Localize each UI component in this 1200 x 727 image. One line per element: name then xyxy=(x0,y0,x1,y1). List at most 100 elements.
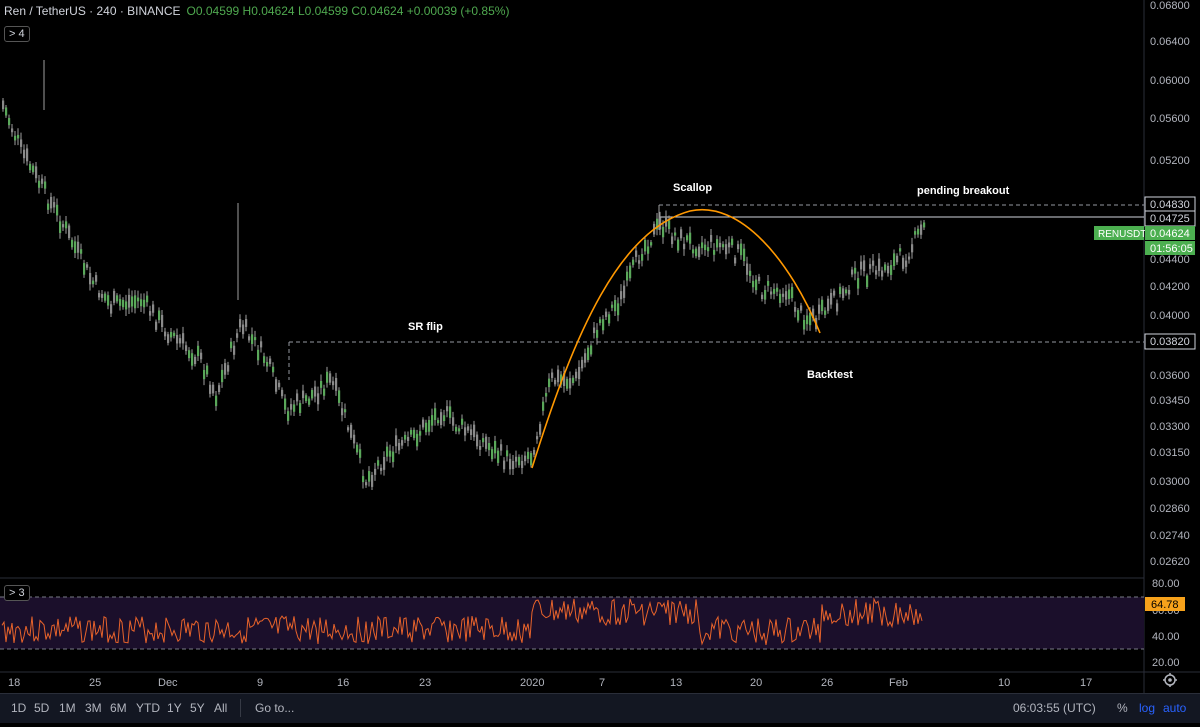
timeframe-5y-button[interactable]: 5Y xyxy=(190,701,205,715)
candle-body xyxy=(101,294,104,298)
candle-body xyxy=(671,236,674,245)
candle-body xyxy=(47,203,50,210)
scallop-arc[interactable] xyxy=(531,208,821,469)
candle-body xyxy=(239,319,242,328)
candle-body xyxy=(221,369,224,383)
candle-body xyxy=(431,415,434,426)
candle-body xyxy=(659,217,662,230)
candle-body xyxy=(422,419,425,428)
candle-body xyxy=(749,270,752,277)
candle-body xyxy=(902,257,905,269)
candle-body xyxy=(734,257,737,264)
candle-body xyxy=(884,264,887,271)
candle-body xyxy=(416,433,419,447)
timeframe-5d-button[interactable]: 5D xyxy=(34,701,50,715)
candle-body xyxy=(461,418,464,425)
candle-body xyxy=(437,420,440,424)
candle-body xyxy=(500,444,503,451)
candle-body xyxy=(407,436,410,441)
auto-scale-button[interactable]: auto xyxy=(1163,701,1187,715)
timeframe-1y-button[interactable]: 1Y xyxy=(167,701,182,715)
utc-clock[interactable]: 06:03:55 (UTC) xyxy=(1013,701,1096,715)
candle-body xyxy=(77,241,80,253)
timeframe-all-button[interactable]: All xyxy=(214,701,228,715)
candle-body xyxy=(848,289,851,295)
timeframe-6m-button[interactable]: 6M xyxy=(110,701,127,715)
candle-body xyxy=(557,369,560,383)
candle-body xyxy=(752,280,755,288)
candle-body xyxy=(857,278,860,289)
rsi-pane-toggle-button[interactable]: > 3 xyxy=(4,585,30,601)
time-tick: 2020 xyxy=(520,677,544,689)
candle-body xyxy=(230,341,233,349)
candle-body xyxy=(152,304,155,313)
candle-body xyxy=(548,378,551,388)
candle-body xyxy=(197,345,200,357)
time-tick: 20 xyxy=(750,677,762,689)
candle-body xyxy=(602,319,605,331)
candle-body xyxy=(368,471,371,482)
timeframe-1d-button[interactable]: 1D xyxy=(11,701,27,715)
candle-body xyxy=(254,337,257,341)
candle-body xyxy=(323,388,326,396)
candle-body xyxy=(506,450,509,457)
candle-body xyxy=(272,366,275,373)
symbol-legend[interactable]: Ren / TetherUS · 240 · BINANCE O0.04599 H… xyxy=(4,4,509,18)
candle-body xyxy=(467,426,470,431)
ticker-tag: RENUSDT xyxy=(1098,229,1146,240)
price-tick: 0.03600 xyxy=(1150,370,1190,382)
price-tick: 0.06400 xyxy=(1150,36,1190,48)
candle-body xyxy=(266,362,269,367)
rsi-line xyxy=(1,597,923,646)
timeframe-1m-button[interactable]: 1M xyxy=(59,701,76,715)
scallop-label: Scallop xyxy=(673,182,712,194)
candle-body xyxy=(767,280,770,286)
candle-body xyxy=(371,474,374,487)
gear-icon[interactable] xyxy=(1163,673,1177,687)
candle-body xyxy=(11,128,14,133)
goto-date-button[interactable]: Go to... xyxy=(255,701,295,715)
candle-body xyxy=(470,429,473,436)
candle-body xyxy=(170,331,173,338)
candle-body xyxy=(641,254,644,261)
candle-body xyxy=(908,256,911,260)
candle-body xyxy=(179,338,182,344)
candle-body xyxy=(248,336,251,341)
candle-body xyxy=(503,460,506,470)
candle-body xyxy=(53,202,56,208)
timeframe-ytd-button[interactable]: YTD xyxy=(136,701,160,715)
sr-flip-label: SR flip xyxy=(408,321,443,333)
candle-body xyxy=(536,436,539,440)
candle-body xyxy=(911,244,914,253)
price-tick: 0.05600 xyxy=(1150,113,1190,125)
candle-body xyxy=(869,264,872,269)
candle-body xyxy=(896,255,899,263)
percent-scale-button[interactable]: % xyxy=(1117,701,1128,715)
log-scale-button[interactable]: log xyxy=(1139,701,1156,715)
candle-body xyxy=(689,232,692,244)
candle-body xyxy=(605,311,608,317)
candle-body xyxy=(878,258,881,271)
candle-body xyxy=(686,235,689,241)
candle-body xyxy=(263,356,266,363)
candle-body xyxy=(539,424,542,435)
price-tick: 0.05200 xyxy=(1150,155,1190,167)
candle-body xyxy=(215,395,218,407)
candle-body xyxy=(716,239,719,248)
price-tick: 0.02740 xyxy=(1150,530,1190,542)
candle-body xyxy=(395,435,398,447)
candle-body xyxy=(617,303,620,316)
timeframe-3m-button[interactable]: 3M xyxy=(85,701,102,715)
candle-body xyxy=(80,249,83,254)
level-0382: 0.03820 xyxy=(1150,336,1190,348)
candle-body xyxy=(95,275,98,282)
candle-body xyxy=(692,249,695,254)
candle-body xyxy=(245,319,248,327)
candle-body xyxy=(623,285,626,298)
time-tick: Feb xyxy=(889,677,908,689)
candle-body xyxy=(185,345,188,352)
candle-body xyxy=(359,449,362,458)
main-pane-toggle-button[interactable]: > 4 xyxy=(4,26,30,42)
candle-body xyxy=(476,434,479,447)
